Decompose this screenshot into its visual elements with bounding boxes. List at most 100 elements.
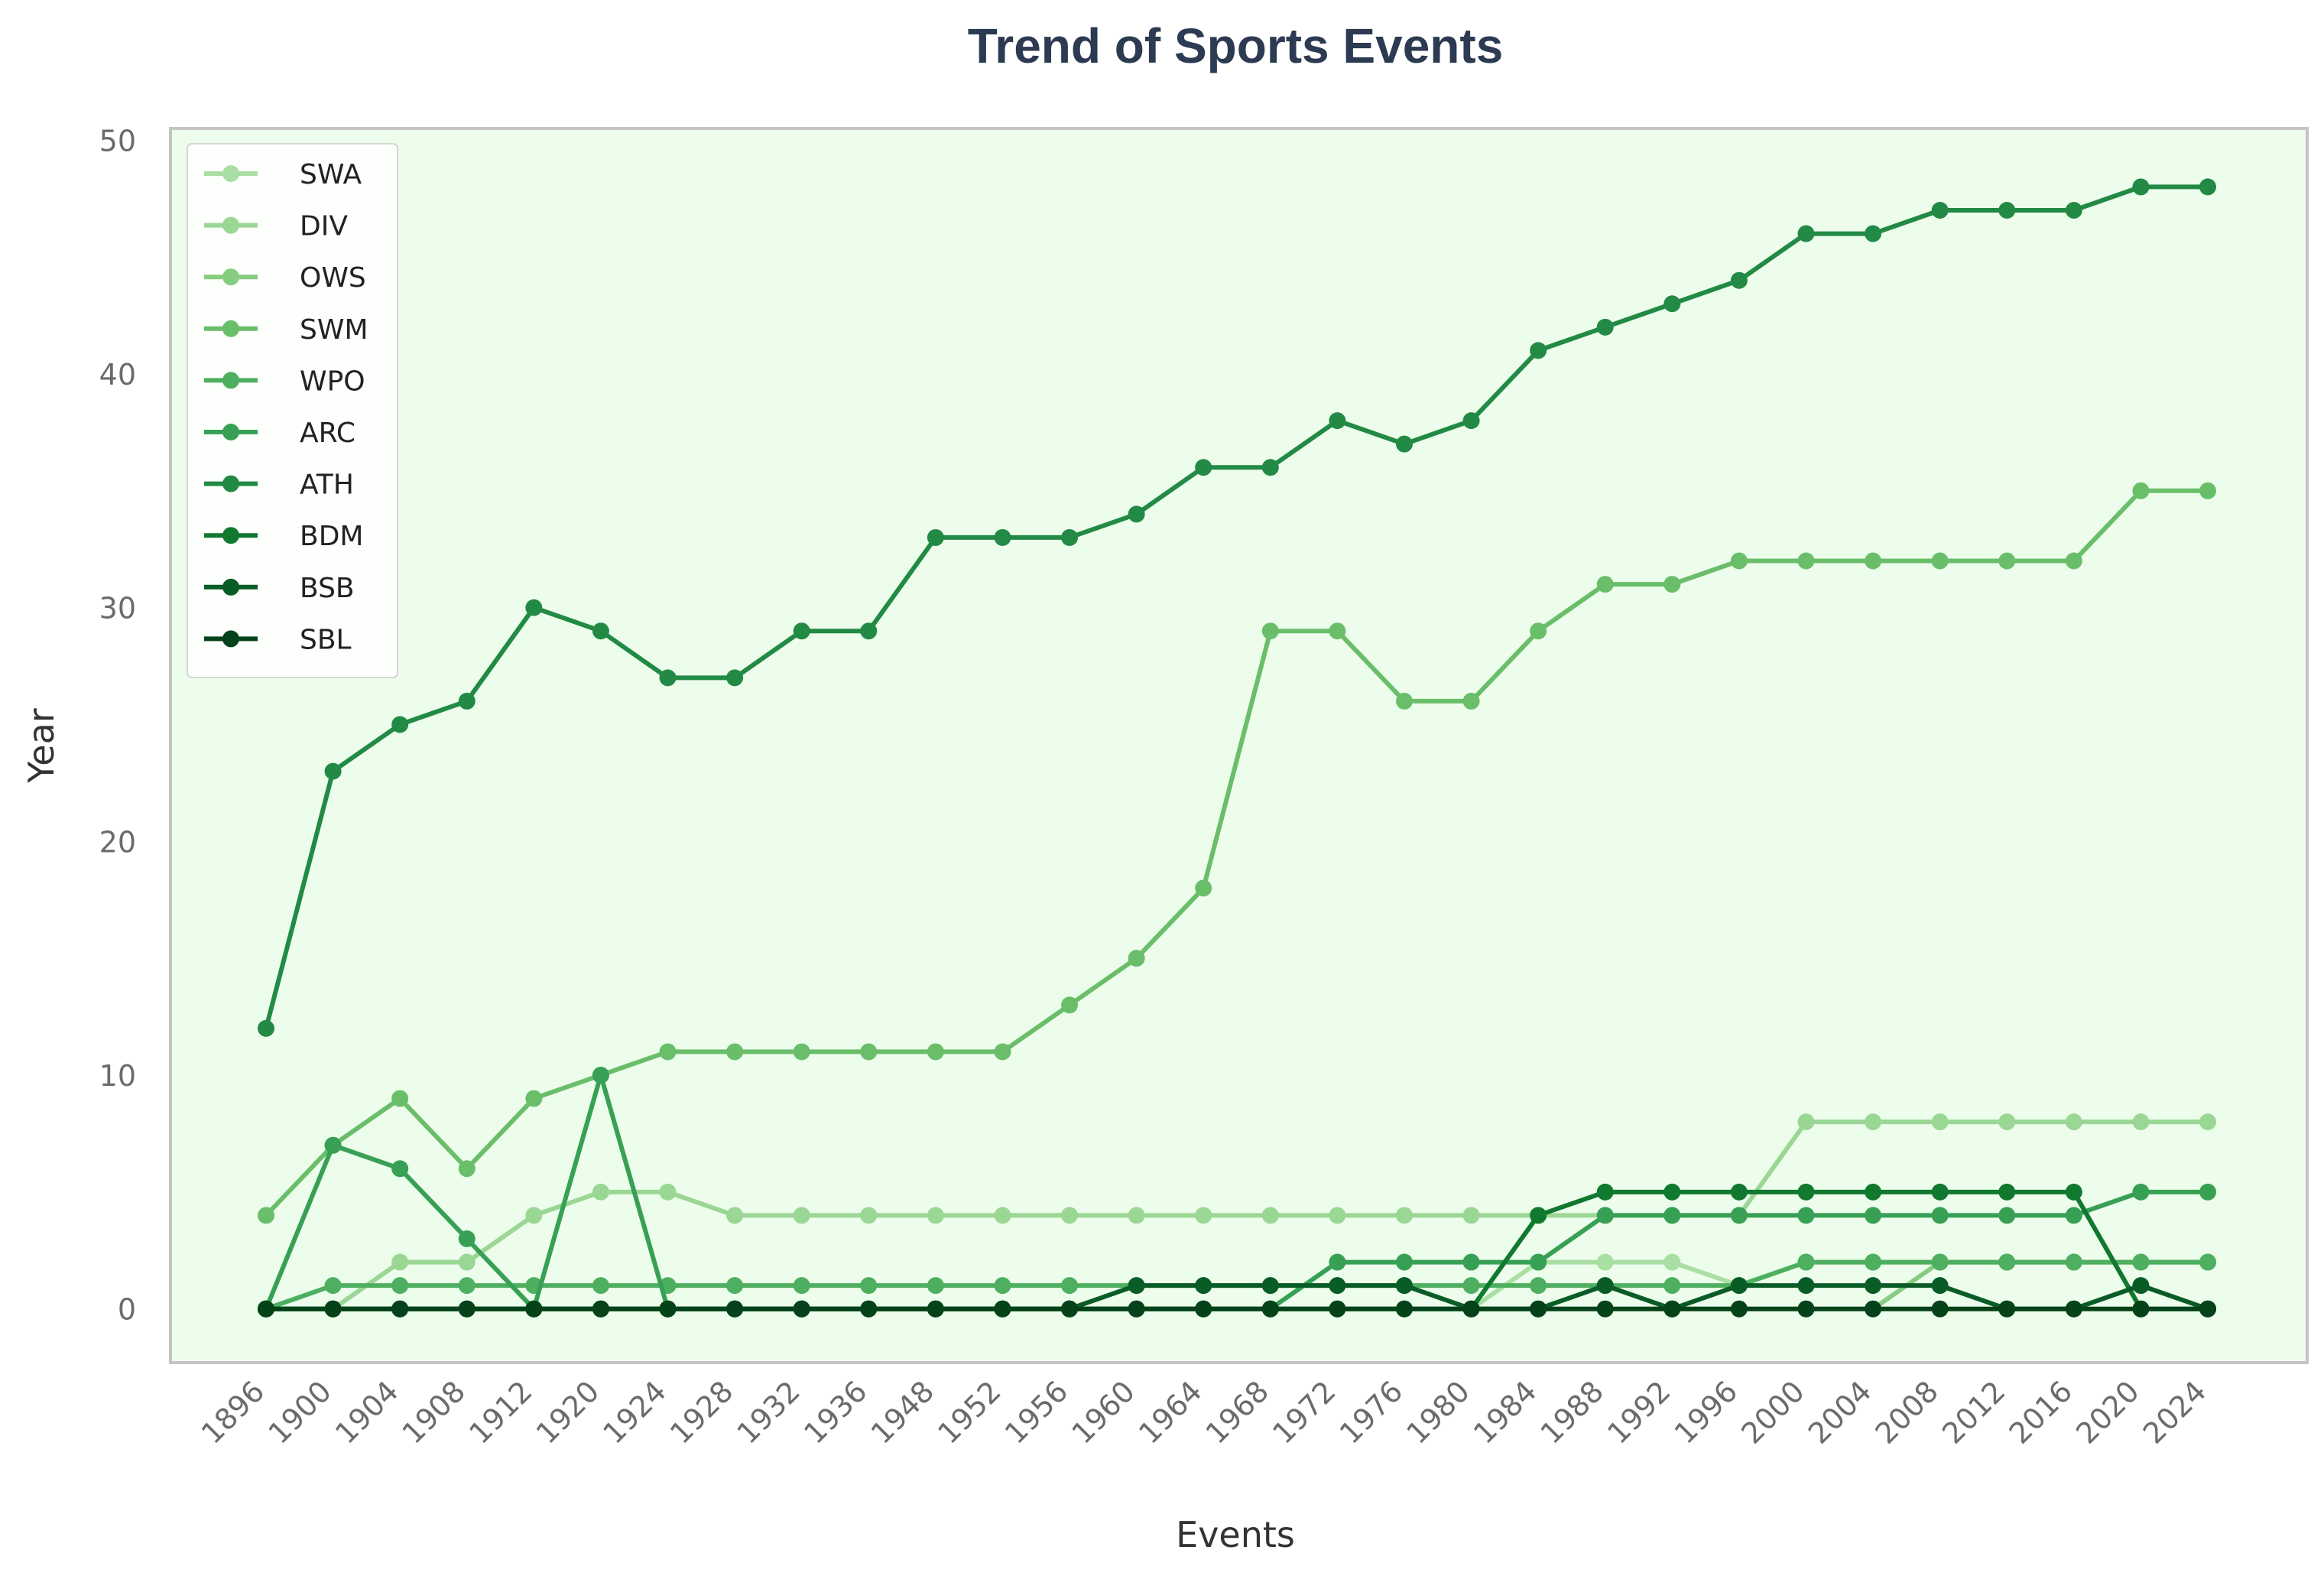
x-tick-label: 2024	[2137, 1374, 2213, 1451]
data-point	[2065, 201, 2082, 219]
legend-label: WPO	[300, 366, 365, 397]
data-point	[2065, 1253, 2082, 1271]
x-tick-label: 2016	[2003, 1374, 2079, 1451]
x-tick-label: 2020	[2069, 1374, 2146, 1451]
data-point	[659, 669, 677, 687]
data-point	[1797, 1207, 1815, 1224]
data-point	[1663, 576, 1681, 593]
data-point	[391, 716, 409, 733]
data-point	[860, 1043, 878, 1061]
series-line	[264, 184, 2210, 1031]
data-point	[1530, 622, 1547, 640]
legend-item-ows: OWS	[204, 262, 366, 294]
x-axis-label: Events	[1176, 1514, 1295, 1555]
data-point	[2065, 552, 2082, 570]
legend-item-wpo: WPO	[204, 366, 365, 397]
x-tick-label: 1964	[1132, 1374, 1209, 1451]
chart-title: Trend of Sports Events	[968, 18, 1504, 73]
legend-label: SWM	[300, 314, 368, 346]
data-point	[927, 1207, 944, 1224]
x-tick-label: 1912	[463, 1374, 539, 1451]
data-point	[258, 1019, 274, 1037]
legend-item-swa: SWA	[204, 159, 362, 190]
x-tick-label: 1952	[931, 1374, 1008, 1451]
data-point	[994, 1277, 1011, 1295]
data-point	[1931, 1300, 1949, 1318]
data-point	[2199, 482, 2216, 499]
data-point	[726, 1043, 744, 1061]
data-point	[1865, 1183, 1882, 1201]
data-point	[1128, 1207, 1145, 1224]
legend-marker	[222, 630, 239, 648]
data-point	[2132, 1183, 2150, 1201]
data-point	[1395, 1300, 1413, 1318]
data-point	[1195, 879, 1212, 897]
data-point	[1195, 1207, 1212, 1224]
data-point	[1462, 1300, 1480, 1318]
data-point	[2132, 1277, 2150, 1295]
data-point	[1128, 505, 1145, 523]
legend-marker	[222, 578, 239, 596]
data-point	[793, 1207, 810, 1224]
data-point	[927, 528, 944, 546]
data-point	[1530, 1207, 1547, 1224]
data-point	[2065, 1300, 2082, 1318]
legend-item-bdm: BDM	[204, 521, 363, 552]
data-point	[1530, 1253, 1547, 1271]
series-line	[264, 1119, 2210, 1311]
data-point	[994, 1207, 1011, 1224]
data-point	[324, 762, 342, 780]
data-point	[726, 1277, 744, 1295]
data-point	[1865, 1277, 1882, 1295]
data-point	[2132, 1300, 2150, 1318]
x-tick-label: 1908	[396, 1374, 472, 1451]
x-tick-label: 2008	[1869, 1374, 1946, 1451]
data-point	[1462, 692, 1480, 710]
data-point	[1530, 342, 1547, 359]
data-point	[2065, 1183, 2082, 1201]
data-point	[1261, 1300, 1279, 1318]
data-point	[391, 1090, 409, 1107]
data-point	[1931, 1253, 1949, 1271]
data-point	[1931, 1207, 1949, 1224]
x-tick-label: 1972	[1266, 1374, 1342, 1451]
data-point	[659, 1043, 677, 1061]
data-point	[458, 692, 476, 710]
data-point	[1931, 1277, 1949, 1295]
data-point	[1061, 1207, 1079, 1224]
data-point	[258, 1300, 274, 1318]
x-tick-label: 1932	[731, 1374, 807, 1451]
legend-label: ARC	[300, 418, 355, 449]
data-point	[1195, 459, 1212, 476]
legend-item-div: DIV	[204, 211, 348, 242]
series-div	[258, 1113, 2216, 1318]
x-tick-label: 1924	[596, 1374, 673, 1451]
legend-item-sbl: SBL	[204, 624, 352, 655]
x-tick-label: 1956	[998, 1374, 1075, 1451]
data-point	[2199, 178, 2216, 196]
data-point	[2132, 482, 2150, 499]
data-point	[860, 1207, 878, 1224]
data-point	[1329, 1300, 1346, 1318]
data-point	[1061, 1277, 1079, 1295]
data-point	[793, 622, 810, 640]
x-tick-label: 1948	[865, 1374, 941, 1451]
legend-item-ath: ATH	[204, 470, 354, 501]
data-point	[1596, 576, 1614, 593]
y-tick-label: 30	[99, 592, 136, 626]
y-tick-label: 50	[99, 124, 136, 158]
y-axis-label: Year	[21, 708, 62, 783]
data-point	[2199, 1183, 2216, 1201]
data-point	[1329, 622, 1346, 640]
data-point	[1530, 1300, 1547, 1318]
data-point	[592, 1277, 609, 1295]
data-point	[1128, 1300, 1145, 1318]
data-point	[1395, 1277, 1413, 1295]
data-point	[458, 1230, 476, 1247]
data-point	[1663, 1253, 1681, 1271]
data-point	[2199, 1113, 2216, 1131]
data-point	[1998, 1183, 2016, 1201]
x-axis: 1896190019041908191219201924192819321936…	[195, 1374, 2213, 1451]
legend-item-swm: SWM	[204, 314, 368, 346]
